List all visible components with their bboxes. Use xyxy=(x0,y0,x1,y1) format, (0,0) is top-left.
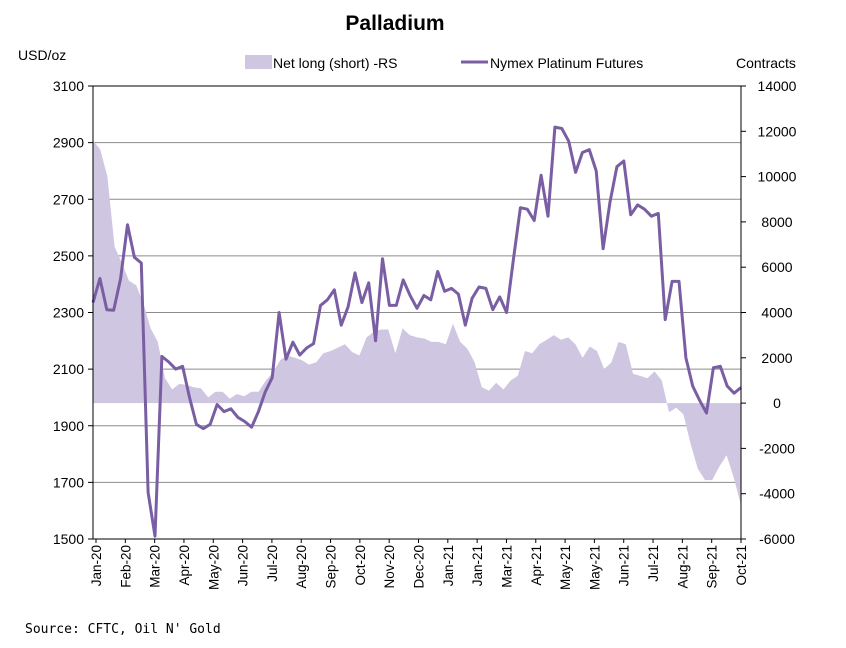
x-tick-label: Jan-21 xyxy=(441,545,456,586)
x-tick-label: Jul-20 xyxy=(265,545,280,582)
x-tick-label: Apr-21 xyxy=(529,545,544,586)
left-axis-unit: USD/oz xyxy=(18,47,66,63)
x-tick-label: Mar-21 xyxy=(500,545,515,588)
right-tick-label: 6000 xyxy=(761,259,792,275)
right-tick-label: 0 xyxy=(773,395,781,411)
right-tick-label: 14000 xyxy=(758,78,797,94)
left-tick-label: 2300 xyxy=(53,305,84,321)
x-tick-label: Aug-21 xyxy=(675,545,690,589)
legend: Net long (short) -RS Nymex Platinum Futu… xyxy=(245,55,643,71)
x-tick-label: Jan-21 xyxy=(470,545,485,586)
x-tick-label: May-20 xyxy=(206,545,221,590)
x-tick-label: Nov-20 xyxy=(382,545,397,589)
left-tick-label: 1700 xyxy=(53,474,84,490)
right-tick-label: 2000 xyxy=(761,350,792,366)
x-tick-label: Jun-20 xyxy=(236,545,251,586)
right-tick-label: 12000 xyxy=(758,123,797,139)
right-axis-ticks: -6000 -4000 -2000 0 2000 4000 6000 8000 10000 120… xyxy=(741,78,797,547)
x-tick-label: Apr-20 xyxy=(177,545,192,586)
x-axis-ticks: Jan-20 Feb-20 Mar-20 Apr-20 May-20 Jun-20 Jul-… xyxy=(89,539,749,590)
x-tick-label: Feb-20 xyxy=(118,545,133,588)
left-tick-label: 1500 xyxy=(53,531,84,547)
left-tick-label: 2900 xyxy=(53,135,84,151)
x-tick-label: Jan-20 xyxy=(89,545,104,586)
legend-label-area: Net long (short) -RS xyxy=(273,55,397,71)
net-long-area-series xyxy=(93,140,741,505)
x-tick-label: May-21 xyxy=(587,545,602,590)
right-tick-label: -2000 xyxy=(759,440,795,456)
x-tick-label: Oct-21 xyxy=(734,545,749,586)
net-long-area xyxy=(93,140,741,505)
legend-swatch-area xyxy=(245,55,272,69)
legend-label-line: Nymex Platinum Futures xyxy=(490,55,643,71)
x-tick-label: Jun-21 xyxy=(617,545,632,586)
left-tick-label: 3100 xyxy=(53,78,84,94)
right-tick-label: -6000 xyxy=(759,531,795,547)
x-tick-label: Oct-20 xyxy=(353,545,368,586)
platinum-futures-line xyxy=(91,125,742,538)
x-tick-label: Sep-21 xyxy=(705,545,720,589)
x-tick-label: Dec-20 xyxy=(412,545,427,589)
x-tick-label: Sep-20 xyxy=(324,545,339,589)
left-tick-label: 2700 xyxy=(53,191,84,207)
gridlines xyxy=(93,142,741,483)
left-tick-label: 1900 xyxy=(53,418,84,434)
x-tick-label: Jul-21 xyxy=(646,545,661,582)
right-axis-unit: Contracts xyxy=(736,55,796,71)
x-tick-label: Mar-20 xyxy=(148,545,163,588)
x-tick-label: May-21 xyxy=(558,545,573,590)
chart-title: Palladium xyxy=(345,12,444,35)
left-tick-label: 2500 xyxy=(53,248,84,264)
right-tick-label: 4000 xyxy=(761,305,792,321)
right-tick-label: 10000 xyxy=(758,169,797,185)
right-tick-label: 8000 xyxy=(761,214,792,230)
x-tick-label: Aug-20 xyxy=(294,545,309,589)
platinum-futures-line-series xyxy=(91,125,742,538)
left-axis-ticks: 1500 1700 1900 2100 2300 2500 2700 2900 3100 xyxy=(53,78,93,547)
left-tick-label: 2100 xyxy=(53,361,84,377)
right-tick-label: -4000 xyxy=(759,486,795,502)
source-note: Source: CFTC, Oil N' Gold xyxy=(25,622,221,637)
